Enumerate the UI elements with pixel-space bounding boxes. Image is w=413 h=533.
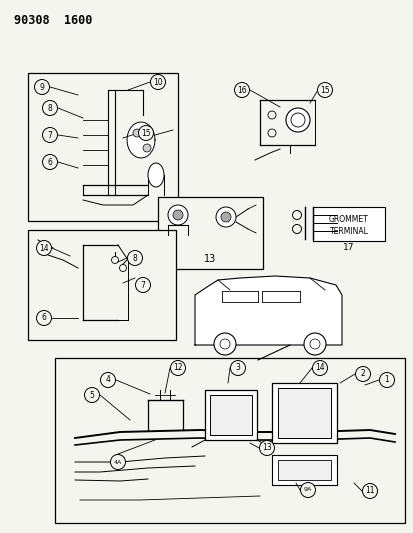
- Text: 5: 5: [89, 391, 94, 400]
- Circle shape: [317, 83, 332, 98]
- Ellipse shape: [147, 163, 164, 187]
- Circle shape: [285, 108, 309, 132]
- Text: 15: 15: [319, 85, 329, 94]
- Circle shape: [221, 212, 230, 222]
- Circle shape: [110, 455, 125, 470]
- FancyBboxPatch shape: [158, 197, 262, 269]
- FancyBboxPatch shape: [209, 395, 252, 435]
- FancyBboxPatch shape: [271, 383, 336, 443]
- Text: 6: 6: [47, 157, 52, 166]
- Circle shape: [303, 333, 325, 355]
- Circle shape: [214, 333, 235, 355]
- Circle shape: [142, 144, 151, 152]
- Circle shape: [312, 360, 327, 376]
- Circle shape: [34, 79, 50, 94]
- Circle shape: [84, 387, 99, 402]
- Circle shape: [43, 155, 57, 169]
- FancyBboxPatch shape: [204, 390, 256, 440]
- Circle shape: [127, 251, 142, 265]
- FancyBboxPatch shape: [277, 388, 330, 438]
- Circle shape: [300, 482, 315, 497]
- Text: 2: 2: [360, 369, 365, 378]
- Circle shape: [216, 207, 235, 227]
- Text: 15: 15: [141, 128, 150, 138]
- Text: 17: 17: [342, 243, 354, 252]
- Circle shape: [230, 360, 245, 376]
- Text: 7: 7: [47, 131, 52, 140]
- Circle shape: [43, 101, 57, 116]
- Circle shape: [43, 127, 57, 142]
- FancyBboxPatch shape: [28, 73, 178, 221]
- Circle shape: [36, 240, 51, 255]
- Circle shape: [173, 210, 183, 220]
- Text: 16: 16: [237, 85, 246, 94]
- Circle shape: [36, 311, 51, 326]
- FancyBboxPatch shape: [28, 230, 176, 340]
- Text: 9A: 9A: [303, 488, 311, 492]
- Text: 7: 7: [140, 280, 145, 289]
- Circle shape: [135, 278, 150, 293]
- Text: 13: 13: [261, 443, 271, 453]
- Text: 4A: 4A: [114, 459, 122, 464]
- Circle shape: [170, 360, 185, 376]
- Text: 4: 4: [105, 376, 110, 384]
- Polygon shape: [195, 276, 341, 345]
- Text: 8: 8: [47, 103, 52, 112]
- Circle shape: [150, 75, 165, 90]
- Text: 1: 1: [384, 376, 389, 384]
- Text: 11: 11: [364, 487, 374, 496]
- FancyBboxPatch shape: [277, 460, 330, 480]
- Text: 12: 12: [173, 364, 182, 373]
- Text: 9: 9: [40, 83, 44, 92]
- Text: 6: 6: [41, 313, 46, 322]
- Text: 90308  1600: 90308 1600: [14, 14, 92, 27]
- Circle shape: [259, 440, 274, 456]
- FancyBboxPatch shape: [55, 358, 404, 523]
- Circle shape: [234, 83, 249, 98]
- Text: 13: 13: [203, 254, 216, 264]
- Circle shape: [362, 483, 377, 498]
- Text: 14: 14: [39, 244, 49, 253]
- Text: 10: 10: [153, 77, 162, 86]
- Text: 3: 3: [235, 364, 240, 373]
- Text: TERMINAL: TERMINAL: [329, 227, 368, 236]
- Circle shape: [355, 367, 370, 382]
- FancyBboxPatch shape: [312, 207, 384, 241]
- Circle shape: [138, 125, 153, 141]
- Circle shape: [100, 373, 115, 387]
- Text: 8: 8: [132, 254, 137, 262]
- Polygon shape: [127, 122, 154, 158]
- Circle shape: [168, 205, 188, 225]
- Circle shape: [133, 129, 141, 137]
- Circle shape: [379, 373, 394, 387]
- Text: GROMMET: GROMMET: [328, 214, 368, 223]
- Text: 14: 14: [314, 364, 324, 373]
- FancyBboxPatch shape: [271, 455, 336, 485]
